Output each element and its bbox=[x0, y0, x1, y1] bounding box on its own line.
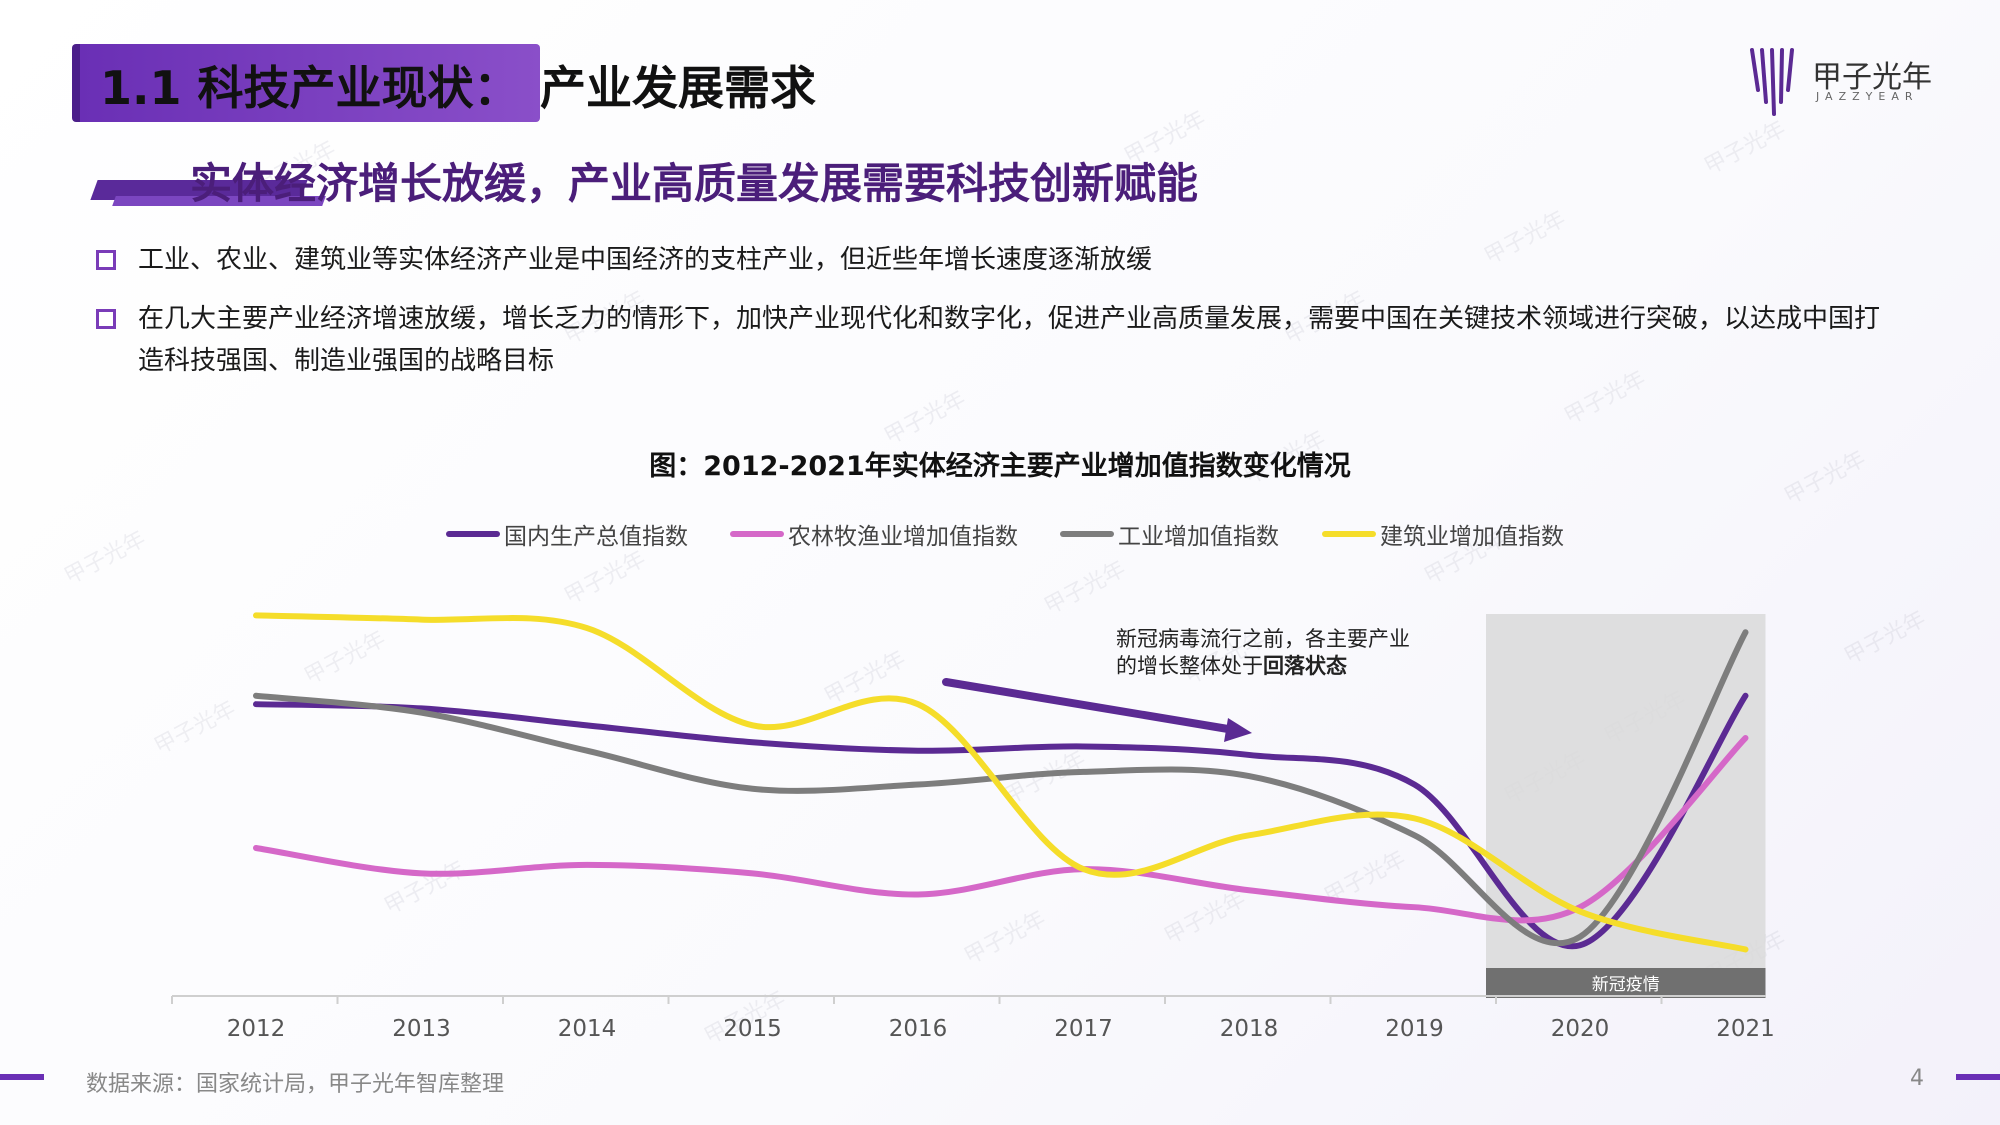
legend-label: 国内生产总值指数 bbox=[504, 524, 688, 550]
series-line-construction bbox=[253, 612, 1749, 953]
x-tick-label: 2019 bbox=[1385, 1016, 1444, 1042]
legend-item-construction: 建筑业增加值指数 bbox=[1322, 514, 1564, 554]
page-number: 4 bbox=[1910, 1066, 1924, 1091]
x-tick-label: 2014 bbox=[558, 1016, 617, 1042]
trend-arrow-icon bbox=[942, 678, 1244, 735]
x-tick-label: 2018 bbox=[1220, 1016, 1279, 1042]
chart-title: 图：2012-2021年实体经济主要产业增加值指数变化情况 bbox=[649, 451, 1351, 482]
footer-accent-left bbox=[0, 1074, 44, 1080]
x-tick-label: 2020 bbox=[1551, 1016, 1610, 1042]
trend-arrow-head-icon bbox=[1224, 718, 1252, 742]
x-tick-label: 2015 bbox=[723, 1016, 782, 1042]
page-title-section: 1.1 科技产业现状： bbox=[100, 61, 520, 115]
logo-icon bbox=[1750, 48, 1794, 116]
bullet-square-icon bbox=[96, 309, 116, 329]
legend-swatch bbox=[446, 531, 500, 537]
bullet-square-icon bbox=[96, 250, 116, 270]
logo-english: JAZZYEAR bbox=[1816, 90, 1919, 103]
title-highlight-box bbox=[72, 44, 540, 122]
x-tick-label: 2012 bbox=[227, 1016, 286, 1042]
legend-swatch bbox=[1322, 531, 1376, 537]
page-title: 产业发展需求 bbox=[540, 61, 816, 115]
covid-label: 新冠疫情 bbox=[1592, 975, 1660, 995]
legend-label: 工业增加值指数 bbox=[1118, 524, 1279, 550]
covid-highlight-region bbox=[1486, 614, 1766, 968]
series-line-industry bbox=[253, 629, 1749, 947]
x-tick-label: 2016 bbox=[889, 1016, 948, 1042]
bullet-text-1: 工业、农业、建筑业等实体经济产业是中国经济的支柱产业，但近些年增长速度逐渐放缓 bbox=[138, 245, 1153, 275]
legend-item-industry: 工业增加值指数 bbox=[1060, 514, 1279, 554]
legend-label: 农林牧渔业增加值指数 bbox=[788, 524, 1018, 550]
x-tick-label: 2013 bbox=[392, 1016, 451, 1042]
legend-swatch bbox=[1060, 531, 1114, 537]
data-source: 数据来源：国家统计局，甲子光年智库整理 bbox=[86, 1072, 505, 1097]
legend-label: 建筑业增加值指数 bbox=[1380, 524, 1564, 550]
annotation-text-prefix: 新冠病毒流行之前，各主要产业的增长整体处于 bbox=[1116, 627, 1410, 678]
annotation-text-bold: 回落状态 bbox=[1263, 654, 1347, 678]
series-line-agriculture bbox=[253, 735, 1749, 924]
series-line-gdp bbox=[253, 692, 1749, 950]
covid-label-bar bbox=[1486, 968, 1766, 998]
legend-item-gdp: 国内生产总值指数 bbox=[446, 514, 688, 554]
chart-legend: 国内生产总值指数 农林牧渔业增加值指数 工业增加值指数 建筑业增加值指数 bbox=[0, 514, 2000, 554]
footer-accent-right bbox=[1956, 1074, 2000, 1080]
bullet-text-2: 在几大主要产业经济增速放缓，增长乏力的情形下，加快产业现代化和数字化，促进产业高… bbox=[138, 304, 1881, 376]
legend-item-agriculture: 农林牧渔业增加值指数 bbox=[730, 514, 1018, 554]
x-tick-label: 2021 bbox=[1716, 1016, 1775, 1042]
x-tick-label: 2017 bbox=[1054, 1016, 1113, 1042]
logo-name: 甲子光年 bbox=[1812, 60, 1932, 95]
annotation-text: 新冠病毒流行之前，各主要产业的增长整体处于回落状态 bbox=[1116, 626, 1416, 680]
legend-swatch bbox=[730, 531, 784, 537]
section-subtitle: 实体经济增长放缓，产业高质量发展需要科技创新赋能 bbox=[190, 159, 1199, 208]
